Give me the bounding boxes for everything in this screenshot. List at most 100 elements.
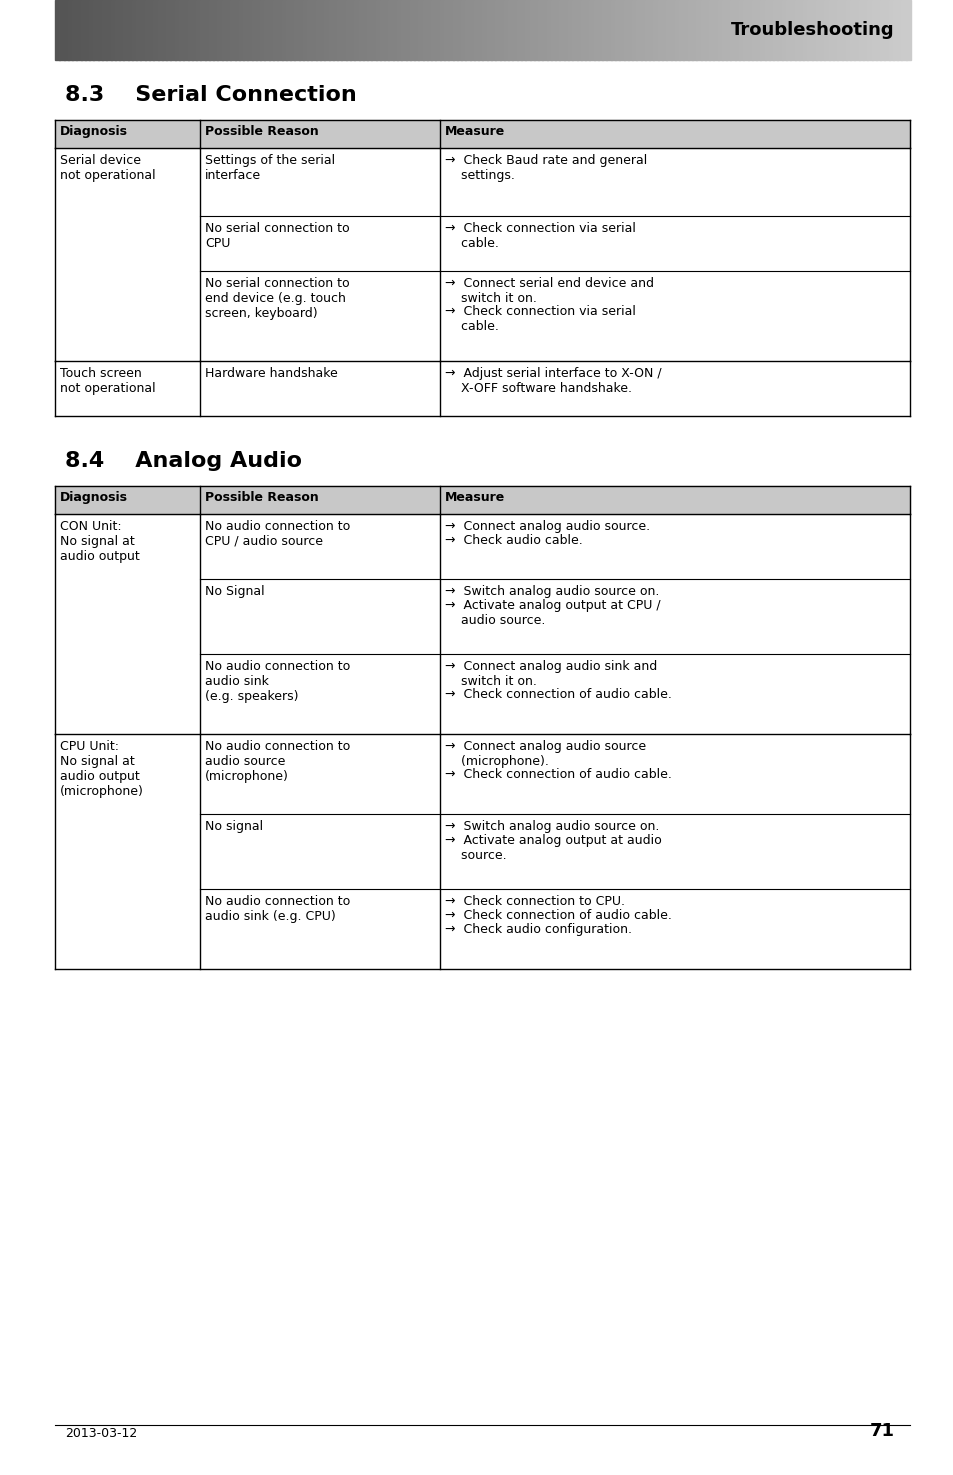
Bar [862, 0, 867, 60]
Text: No audio connection to
audio sink (e.g. CPU): No audio connection to audio sink (e.g. … [205, 895, 350, 923]
Bar [768, 0, 774, 60]
Bar [691, 0, 697, 60]
Bar [572, 0, 577, 60]
Text: →  Check connection via serial
    cable.: → Check connection via serial cable. [444, 305, 636, 333]
Bar [529, 0, 535, 60]
Bar [396, 0, 402, 60]
Bar [132, 0, 137, 60]
Text: →  Check connection of audio cable.: → Check connection of audio cable. [444, 768, 671, 780]
Bar [422, 0, 428, 60]
Bar [55, 119, 909, 148]
Bar [649, 0, 654, 60]
Text: Hardware handshake: Hardware handshake [205, 367, 337, 381]
Bar [145, 0, 150, 60]
Text: →  Check Baud rate and general
    settings.: → Check Baud rate and general settings. [444, 153, 646, 181]
Text: Serial device
not operational: Serial device not operational [60, 153, 155, 181]
Bar [336, 0, 342, 60]
Bar [520, 0, 526, 60]
Bar [375, 0, 380, 60]
Bar [294, 0, 299, 60]
Bar [841, 0, 846, 60]
Bar [832, 0, 838, 60]
Bar [576, 0, 581, 60]
Bar [252, 0, 256, 60]
Text: No serial connection to
CPU: No serial connection to CPU [205, 223, 349, 249]
Bar [111, 0, 115, 60]
Bar [725, 0, 731, 60]
Bar [730, 0, 735, 60]
Text: No audio connection to
CPU / audio source: No audio connection to CPU / audio sourc… [205, 521, 350, 549]
Bar [815, 0, 821, 60]
Text: →  Connect serial end device and
    switch it on.: → Connect serial end device and switch i… [444, 277, 654, 305]
Bar [123, 0, 129, 60]
Bar [114, 0, 120, 60]
Bar [55, 485, 909, 513]
Bar [704, 0, 709, 60]
Bar [734, 0, 740, 60]
Bar [460, 0, 466, 60]
Bar [517, 0, 521, 60]
Bar [640, 0, 645, 60]
Bar [350, 0, 355, 60]
Text: CPU Unit:
No signal at
audio output
(microphone): CPU Unit: No signal at audio output (mic… [60, 740, 144, 798]
Bar [802, 0, 807, 60]
Bar [290, 0, 295, 60]
Bar [149, 0, 154, 60]
Bar [598, 0, 602, 60]
Bar [153, 0, 158, 60]
Bar [379, 0, 385, 60]
Bar [298, 0, 304, 60]
Bar [247, 0, 253, 60]
Text: No Signal: No Signal [205, 586, 264, 597]
Bar [128, 0, 132, 60]
Bar [747, 0, 752, 60]
Text: →  Check audio cable.: → Check audio cable. [444, 534, 582, 547]
Bar [388, 0, 394, 60]
Bar [255, 0, 261, 60]
Bar [333, 0, 337, 60]
Text: →  Check connection via serial
    cable.: → Check connection via serial cable. [444, 223, 636, 249]
Bar [632, 0, 637, 60]
Bar [636, 0, 641, 60]
Text: Diagnosis: Diagnosis [60, 491, 128, 504]
Text: Possible Reason: Possible Reason [205, 491, 318, 504]
Bar [618, 0, 624, 60]
Bar [563, 0, 568, 60]
Bar [393, 0, 397, 60]
Bar [742, 0, 748, 60]
Bar [328, 0, 334, 60]
Bar [213, 0, 218, 60]
Bar [273, 0, 278, 60]
Bar [537, 0, 543, 60]
Bar [367, 0, 372, 60]
Bar [196, 0, 201, 60]
Bar [503, 0, 509, 60]
Bar [482, 0, 487, 60]
Bar [410, 0, 415, 60]
Bar [534, 0, 538, 60]
Bar [435, 0, 440, 60]
Bar [580, 0, 585, 60]
Text: No audio connection to
audio source
(microphone): No audio connection to audio source (mic… [205, 740, 350, 783]
Bar [880, 0, 884, 60]
Bar [200, 0, 206, 60]
Bar [234, 0, 239, 60]
Bar [140, 0, 146, 60]
Bar [687, 0, 692, 60]
Text: →  Check connection of audio cable.: → Check connection of audio cable. [444, 687, 671, 701]
Bar [106, 0, 112, 60]
Text: Settings of the serial
interface: Settings of the serial interface [205, 153, 335, 181]
Bar [230, 0, 235, 60]
Bar [55, 361, 909, 416]
Bar [269, 0, 274, 60]
Bar [324, 0, 329, 60]
Text: →  Check connection to CPU.: → Check connection to CPU. [444, 895, 624, 909]
Text: Measure: Measure [444, 491, 505, 504]
Bar [443, 0, 449, 60]
Text: 2013-03-12: 2013-03-12 [65, 1426, 137, 1440]
Text: →  Activate analog output at CPU /
    audio source.: → Activate analog output at CPU / audio … [444, 599, 659, 627]
Bar [644, 0, 650, 60]
Bar [469, 0, 475, 60]
Bar [823, 0, 829, 60]
Bar [615, 0, 619, 60]
